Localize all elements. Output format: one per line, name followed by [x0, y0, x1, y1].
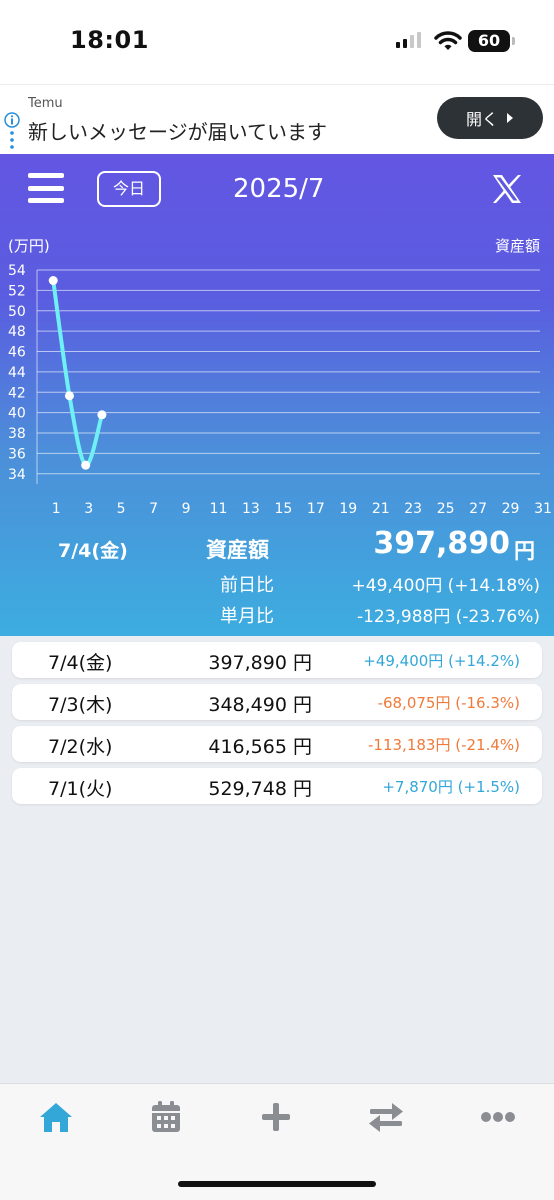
tab-add[interactable] — [256, 1097, 296, 1137]
ad-open-button[interactable]: 開く — [437, 97, 543, 139]
x-tick-label: 23 — [404, 501, 422, 517]
chevron-right-icon — [507, 113, 513, 123]
ad-info-icon[interactable] — [4, 112, 20, 152]
y-tick-label: 52 — [8, 283, 26, 299]
selected-label: 資産額 — [206, 538, 269, 562]
prev-day-label: 前日比 — [220, 575, 274, 596]
y-tick-label: 44 — [8, 365, 26, 381]
data-point[interactable] — [81, 460, 91, 470]
x-tick-label: 15 — [274, 501, 292, 517]
x-tick-label: 29 — [502, 501, 520, 517]
series-line — [51, 278, 104, 468]
tab-transfer[interactable] — [366, 1097, 406, 1137]
y-tick-label: 34 — [8, 467, 26, 483]
row-amount: 348,490 円 — [208, 694, 312, 716]
calendar-icon — [152, 1101, 180, 1132]
x-tick-label: 3 — [84, 501, 93, 517]
cellular-signal-icon — [396, 32, 421, 48]
y-unit-label: (万円) — [8, 237, 50, 255]
x-tick-label: 1 — [52, 501, 61, 517]
list-item[interactable]: 7/2(水) 416,565 円 -113,183円 (-21.4%) — [12, 726, 542, 762]
y-tick-label: 42 — [8, 385, 26, 401]
battery-tip — [512, 37, 515, 45]
x-tick-label: 9 — [182, 501, 191, 517]
data-point[interactable] — [64, 391, 74, 401]
y-tick-label: 36 — [8, 446, 26, 462]
row-change: +7,870円 (+1.5%) — [382, 778, 520, 796]
x-tick-label: 21 — [372, 501, 390, 517]
list-item[interactable]: 7/1(火) 529,748 円 +7,870円 (+1.5%) — [12, 768, 542, 804]
month-compare-value: -123,988円 (-23.76%) — [356, 607, 540, 627]
add-icon — [262, 1103, 290, 1131]
tab-bar — [0, 1083, 554, 1200]
row-date: 7/1(火) — [48, 778, 113, 800]
ad-open-button-label: 開く — [465, 110, 498, 129]
list-item[interactable]: 7/3(木) 348,490 円 -68,075円 (-16.3%) — [12, 684, 542, 720]
y-tick-label: 46 — [8, 345, 26, 361]
y-tick-label: 54 — [8, 263, 26, 279]
tab-more[interactable] — [478, 1097, 518, 1137]
header-panel — [0, 154, 554, 636]
transfer-icon — [369, 1103, 403, 1132]
battery-icon: 60 — [468, 30, 510, 52]
row-date: 7/2(水) — [48, 736, 113, 758]
y-tick-label: 40 — [8, 406, 26, 422]
selected-unit: 円 — [514, 539, 535, 563]
wifi-icon — [434, 31, 462, 50]
x-tick-label: 17 — [307, 501, 325, 517]
home-icon — [40, 1103, 72, 1132]
more-icon — [481, 1112, 515, 1122]
home-indicator — [178, 1181, 376, 1187]
today-button[interactable]: 今日 — [97, 171, 161, 207]
tab-home[interactable] — [36, 1097, 76, 1137]
row-change: -68,075円 (-16.3%) — [377, 694, 520, 712]
month-compare-label: 単月比 — [220, 606, 274, 627]
month-title[interactable]: 2025/7 — [233, 174, 325, 204]
row-change: +49,400円 (+14.2%) — [363, 652, 520, 670]
y-tick-label: 48 — [8, 324, 26, 340]
x-share-icon[interactable] — [490, 172, 524, 206]
x-tick-label: 19 — [339, 501, 357, 517]
row-date: 7/3(木) — [48, 694, 113, 716]
row-amount: 529,748 円 — [208, 778, 312, 800]
y-tick-label: 38 — [8, 426, 26, 442]
x-tick-label: 25 — [437, 501, 455, 517]
x-tick-label: 7 — [149, 501, 158, 517]
x-tick-label: 13 — [242, 501, 260, 517]
row-amount: 397,890 円 — [208, 652, 312, 674]
status-bar — [0, 0, 554, 84]
data-point[interactable] — [48, 275, 58, 285]
menu-icon[interactable] — [28, 173, 64, 203]
series-label: 資産額 — [495, 237, 540, 255]
row-amount: 416,565 円 — [208, 736, 312, 758]
selected-amount: 397,890 — [373, 526, 510, 561]
prev-day-value: +49,400円 (+14.18%) — [351, 576, 540, 596]
data-point[interactable] — [97, 410, 107, 420]
y-tick-label: 50 — [8, 304, 26, 320]
ad-advertiser: Temu — [28, 96, 63, 111]
x-tick-label: 11 — [210, 501, 228, 517]
x-tick-label: 31 — [534, 501, 552, 517]
tab-calendar[interactable] — [146, 1097, 186, 1137]
row-change: -113,183円 (-21.4%) — [368, 736, 520, 754]
x-tick-label: 5 — [117, 501, 126, 517]
status-time: 18:01 — [70, 26, 149, 54]
list-item[interactable]: 7/4(金) 397,890 円 +49,400円 (+14.2%) — [12, 642, 542, 678]
x-tick-label: 27 — [469, 501, 487, 517]
ad-message: 新しいメッセージが届いています — [28, 120, 327, 144]
selected-date: 7/4(金) — [58, 540, 128, 562]
row-date: 7/4(金) — [48, 652, 113, 674]
